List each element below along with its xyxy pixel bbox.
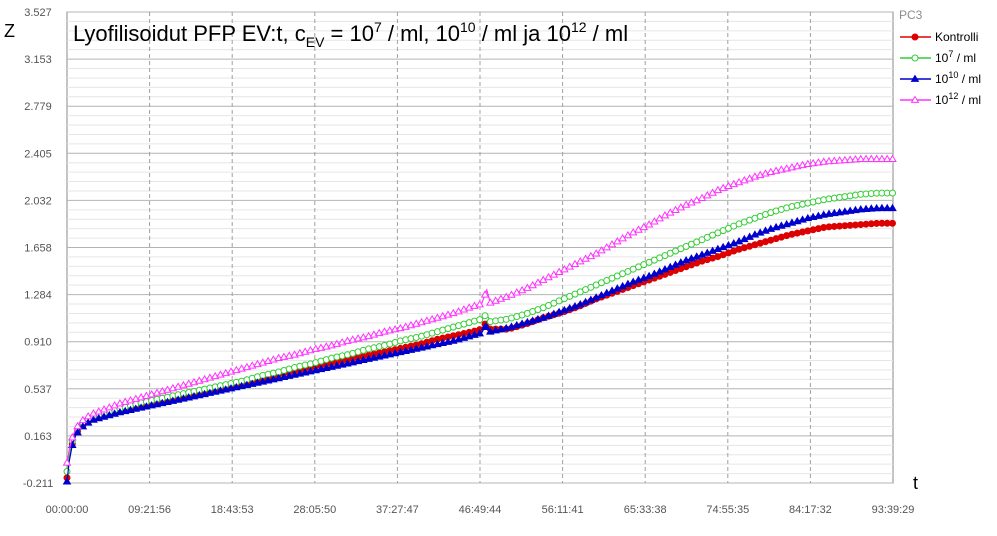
series-group [62, 154, 897, 485]
legend-label: 1010 / ml [935, 70, 981, 86]
data-point [888, 189, 896, 197]
y-tick-label: 0.163 [24, 431, 52, 443]
legend-item-2: 107 / ml [900, 49, 976, 65]
y-axis-ticks: -0.211 0.163 0.537 0.910 1.284 1.658 2.032 2.40… [23, 7, 53, 490]
data-point [861, 154, 871, 162]
title-prefix: Lyofilisoidut PFP EV:t, c [73, 21, 306, 46]
data-point [729, 239, 739, 247]
data-point [481, 312, 489, 320]
title-exp-2: 10 [460, 19, 476, 35]
x-axis-label: t [913, 473, 918, 493]
y-tick-label: 2.779 [24, 101, 52, 113]
series-2 [63, 189, 896, 476]
x-tick-label: 37:27:47 [376, 504, 419, 516]
title-subscript: EV [306, 34, 325, 50]
data-point [89, 409, 98, 417]
data-point [877, 203, 887, 212]
data-point [877, 154, 887, 162]
legend: PC3 Kontrolli 107 / ml 1010 / ml 1012 / ml [899, 8, 981, 107]
y-tick-label: 2.032 [24, 195, 52, 207]
data-point [475, 300, 485, 308]
y-tick-label: 1.658 [24, 243, 52, 255]
data-point [67, 433, 77, 441]
data-point [110, 401, 119, 409]
legend-label: Kontrolli [935, 30, 978, 44]
y-tick-label: 2.405 [24, 148, 52, 160]
x-tick-label: 74:55:35 [706, 504, 749, 516]
data-point [851, 154, 860, 163]
legend-item-3: 1010 / ml [900, 70, 981, 86]
data-point [78, 415, 88, 424]
data-point [824, 156, 834, 165]
y-tick-label: 3.527 [24, 7, 52, 19]
title-mid-2: / ml ja 10 [476, 21, 571, 46]
data-point [94, 407, 104, 415]
x-axis-ticks: 00:00:00 09:21:56 18:43:53 28:05:50 37:27:47… [46, 504, 915, 516]
x-tick-label: 09:21:56 [128, 504, 171, 516]
data-point [73, 428, 82, 436]
data-point [882, 154, 892, 162]
data-point [872, 154, 881, 162]
x-tick-label: 18:43:53 [211, 504, 254, 516]
y-tick-label: 0.910 [24, 337, 52, 349]
data-point [872, 203, 881, 212]
y-tick-label: 1.284 [24, 290, 52, 302]
data-point [475, 328, 485, 337]
title-exp-1: 7 [374, 19, 382, 35]
y-tick-label: 0.537 [24, 384, 52, 396]
data-point [856, 154, 866, 162]
title-eq: = 10 [324, 21, 374, 46]
y-tick-label: 3.153 [24, 54, 52, 66]
data-point [845, 155, 855, 163]
data-point [882, 203, 892, 212]
data-point [910, 74, 920, 82]
x-tick-label: 93:39:29 [872, 504, 915, 516]
x-tick-label: 56:11:41 [542, 504, 584, 516]
data-point [99, 405, 109, 413]
data-point [866, 204, 876, 212]
data-point [570, 302, 580, 310]
title-mid-1: / ml, 10 [382, 21, 460, 46]
x-tick-label: 00:00:00 [46, 504, 89, 516]
data-point [888, 219, 896, 227]
data-point [476, 316, 484, 324]
data-point [63, 468, 71, 476]
legend-item-4: 1012 / ml [900, 91, 981, 107]
y-tick-label: -0.211 [23, 478, 53, 490]
chart-title: Lyofilisoidut PFP EV:t, cEV = 107 / ml, … [73, 19, 628, 50]
legend-label: 107 / ml [935, 49, 976, 65]
x-tick-label: 84:17:32 [789, 504, 832, 516]
data-point [105, 403, 114, 411]
series-3 [62, 203, 897, 485]
legend-title: PC3 [899, 8, 923, 22]
data-point [888, 154, 897, 162]
y-axis-label: Z [4, 21, 15, 41]
data-point [62, 477, 72, 485]
x-tick-label: 46:49:44 [459, 504, 502, 516]
title-suffix: / ml [587, 21, 629, 46]
data-point [840, 155, 850, 164]
data-point [480, 322, 490, 330]
x-tick-label: 28:05:50 [293, 504, 336, 516]
data-point [910, 95, 920, 103]
x-tick-label: 65:33:38 [624, 504, 667, 516]
data-point [911, 33, 919, 41]
data-point [480, 290, 490, 298]
data-point [861, 204, 871, 212]
data-point [856, 205, 866, 213]
title-exp-3: 12 [571, 19, 587, 35]
data-point [78, 422, 88, 430]
data-point [819, 157, 829, 165]
data-point [835, 156, 844, 164]
data-point [62, 458, 72, 466]
legend-label: 1012 / ml [935, 91, 981, 107]
legend-item-1: Kontrolli [900, 30, 978, 44]
data-point [829, 156, 839, 164]
data-point [866, 154, 876, 162]
data-point [73, 421, 82, 430]
data-point [911, 54, 919, 62]
data-point [888, 203, 897, 212]
series-4 [62, 154, 897, 466]
